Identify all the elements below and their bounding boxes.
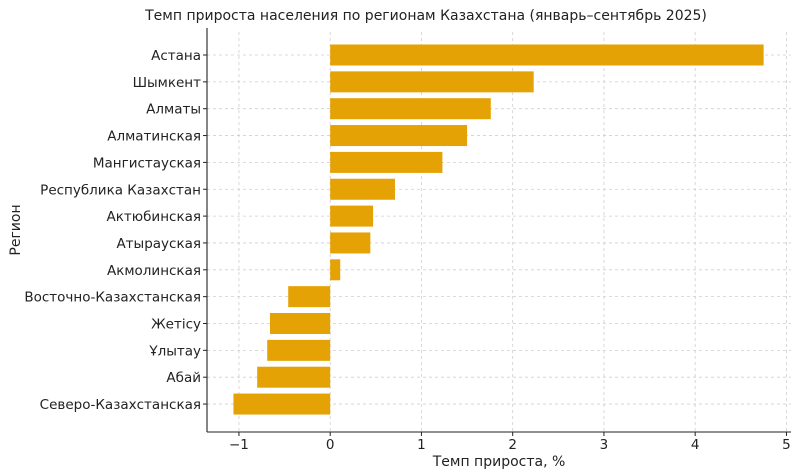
axes bbox=[203, 28, 791, 436]
y-tick-label: Абай bbox=[166, 370, 201, 386]
bar bbox=[269, 313, 331, 334]
x-tick-label: −1 bbox=[229, 437, 249, 453]
y-tick-label: Мангистауская bbox=[93, 155, 201, 171]
y-tick-label: Жетісу bbox=[151, 317, 201, 333]
x-tick-label: 0 bbox=[326, 437, 335, 453]
x-tick-label: 3 bbox=[600, 437, 609, 453]
x-tick-label: 2 bbox=[508, 437, 517, 453]
x-axis-label: Темп прироста, % bbox=[432, 454, 566, 470]
y-tick-label: Акмолинская bbox=[107, 263, 201, 279]
y-tick-label: Республика Казахстан bbox=[40, 182, 201, 198]
bars bbox=[233, 44, 764, 415]
bar bbox=[330, 71, 534, 93]
y-tick-label: Астана bbox=[151, 48, 201, 64]
bar bbox=[330, 125, 468, 147]
bar bbox=[330, 232, 371, 254]
y-tick-label: Шымкент bbox=[133, 75, 202, 91]
y-tick-label: Северо-Казахстанская bbox=[40, 397, 201, 413]
bar bbox=[288, 286, 331, 308]
x-tick-label: 5 bbox=[782, 437, 791, 453]
y-tick-label: Ұлытау bbox=[148, 343, 201, 359]
y-tick-label: Восточно-Казахстанская bbox=[24, 290, 201, 306]
bar bbox=[330, 205, 374, 227]
y-tick-label: Атырауская bbox=[116, 236, 201, 252]
x-tick-label: 4 bbox=[691, 437, 700, 453]
bar bbox=[267, 339, 331, 361]
bar bbox=[257, 366, 331, 388]
y-tick-label: Алматинская bbox=[107, 129, 201, 145]
bar bbox=[330, 98, 491, 120]
chart-title: Темп прироста населения по регионам Каза… bbox=[144, 8, 707, 24]
bar bbox=[330, 178, 395, 200]
y-tick-label: Актюбинская bbox=[106, 209, 201, 225]
y-tick-label: Алматы bbox=[146, 102, 201, 118]
tick-labels: −1 0 1 2 3 4 5 Астана Шымкент Алматы Алматинская Ма… bbox=[24, 48, 790, 453]
bar bbox=[330, 151, 443, 173]
bar bbox=[330, 259, 341, 281]
y-axis-label: Регион bbox=[8, 204, 24, 255]
bar bbox=[330, 44, 764, 66]
bar bbox=[233, 393, 331, 415]
x-tick-label: 1 bbox=[417, 437, 426, 453]
